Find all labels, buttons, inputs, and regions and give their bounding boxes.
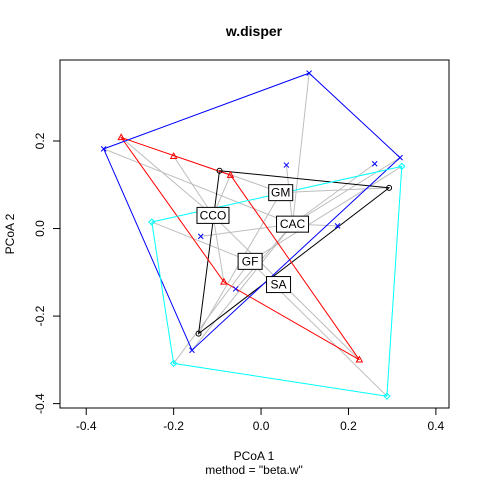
point-gm-0 xyxy=(216,167,223,174)
y-tick-label-3: 0.2 xyxy=(33,132,47,149)
hull-cac xyxy=(103,72,401,352)
point-cco-0 xyxy=(117,133,126,141)
point-gf-3 xyxy=(169,359,178,368)
x-tick-label-2: 0.0 xyxy=(253,419,270,433)
spider-line-cco-0 xyxy=(120,137,214,216)
spider-line-cac-2 xyxy=(292,163,375,225)
point-cac-6 xyxy=(232,286,239,292)
point-gf-2 xyxy=(383,392,391,400)
point-cac-2 xyxy=(371,160,378,167)
x-tick-label-4: 0.4 xyxy=(428,419,445,433)
data-points xyxy=(100,70,406,400)
point-cco-2 xyxy=(226,170,235,178)
group-label-box-gf xyxy=(237,252,263,270)
y-tick-label-1: -0.2 xyxy=(33,305,47,326)
point-gm-1 xyxy=(386,184,393,191)
point-cac-8 xyxy=(100,146,107,152)
chart-title: w.disper xyxy=(225,23,283,39)
spider-line-cac-1 xyxy=(292,157,401,225)
point-gf-0 xyxy=(148,218,156,226)
spider-line-gm-1 xyxy=(280,187,390,194)
point-cco-1 xyxy=(169,152,178,160)
hull-gm xyxy=(197,170,391,335)
point-cac-5 xyxy=(197,233,204,240)
group-label-box-cac xyxy=(276,215,310,233)
group-labels: GM CCO CAC GF SA xyxy=(196,184,310,294)
point-cac-3 xyxy=(283,162,290,168)
group-label-box-cco xyxy=(196,206,230,224)
spider-line-cco-1 xyxy=(173,156,214,216)
group-hulls xyxy=(103,72,403,397)
point-cac-0 xyxy=(306,70,312,76)
y-tick-label-2: 0.0 xyxy=(33,220,47,237)
point-cco-3 xyxy=(220,277,228,285)
spider-line-gf-3 xyxy=(173,261,251,364)
point-cco-4 xyxy=(355,355,364,363)
group-label-box-sa xyxy=(266,276,292,294)
plot-frame xyxy=(59,59,450,409)
spider-line-gf-0 xyxy=(151,221,251,262)
point-gm-2 xyxy=(195,330,202,337)
spider-lines xyxy=(103,73,403,397)
group-label-cac: CAC xyxy=(280,217,306,231)
group-label-cco: CCO xyxy=(200,208,227,222)
group-label-box-gm xyxy=(268,184,294,202)
spider-line-cac-8 xyxy=(103,148,293,225)
spider-line-cac-0 xyxy=(292,73,310,225)
y-tick-label-0: -0.4 xyxy=(33,393,47,414)
group-label-sa: SA xyxy=(271,278,287,292)
x-axis-label: PCoA 1 xyxy=(234,449,275,463)
point-gf-1 xyxy=(398,162,406,171)
point-cac-1 xyxy=(397,154,403,161)
spider-line-gf-1 xyxy=(249,165,403,262)
x-axis: -0.4 -0.2 0.0 0.2 0.4 xyxy=(76,407,445,433)
point-cac-4 xyxy=(334,223,341,229)
group-label-gm: GM xyxy=(271,186,290,200)
x-tick-label-0: -0.4 xyxy=(76,419,97,433)
group-label-gf: GF xyxy=(242,254,259,268)
chart-subtitle: method = "beta.w" xyxy=(205,463,303,477)
y-axis: -0.4 -0.2 0.0 0.2 xyxy=(33,132,61,414)
x-tick-label-3: 0.2 xyxy=(340,419,357,433)
spider-line-cac-6 xyxy=(235,223,293,290)
point-cac-7 xyxy=(189,347,195,354)
hull-gf xyxy=(151,165,403,397)
y-axis-label: PCoA 2 xyxy=(3,213,17,254)
x-tick-label-1: -0.2 xyxy=(163,419,184,433)
hull-cco xyxy=(119,136,360,361)
